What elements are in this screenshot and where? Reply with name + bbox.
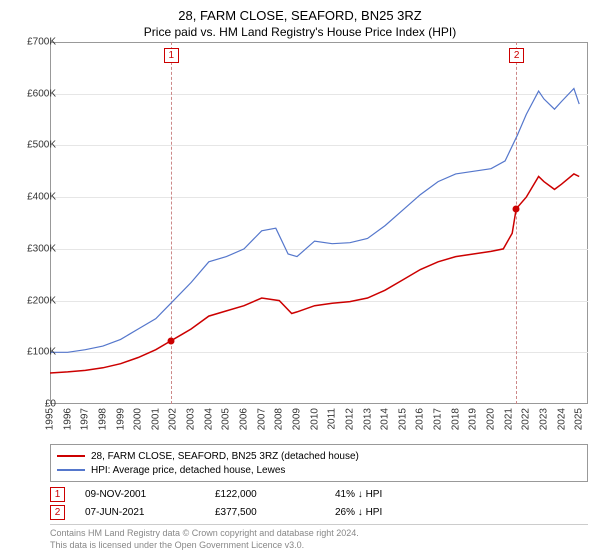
footer-copyright: Contains HM Land Registry data © Crown c… bbox=[50, 528, 588, 540]
sale-marker-box-1: 1 bbox=[164, 48, 179, 63]
x-axis-label: 2014 bbox=[380, 408, 391, 430]
footer: Contains HM Land Registry data © Crown c… bbox=[50, 524, 588, 551]
chart-title: 28, FARM CLOSE, SEAFORD, BN25 3RZ bbox=[8, 8, 592, 23]
sale-diff-2: 26% ↓ HPI bbox=[335, 507, 455, 518]
x-axis-label: 2019 bbox=[468, 408, 479, 430]
sale-marker-1: 1 bbox=[50, 487, 65, 502]
x-axis-label: 2020 bbox=[485, 408, 496, 430]
chart-lines bbox=[50, 42, 588, 404]
x-axis-label: 2022 bbox=[521, 408, 532, 430]
x-axis-label: 1995 bbox=[45, 408, 56, 430]
sale-dot-1 bbox=[167, 337, 174, 344]
x-axis-label: 1999 bbox=[115, 408, 126, 430]
sale-row-1: 1 09-NOV-2001 £122,000 41% ↓ HPI bbox=[50, 486, 588, 502]
sale-row-2: 2 07-JUN-2021 £377,500 26% ↓ HPI bbox=[50, 504, 588, 520]
x-axis-label: 2004 bbox=[203, 408, 214, 430]
y-axis-label: £600K bbox=[10, 88, 56, 99]
sale-marker-2: 2 bbox=[50, 505, 65, 520]
price-chart-container: 28, FARM CLOSE, SEAFORD, BN25 3RZ Price … bbox=[0, 0, 600, 560]
x-axis-label: 2001 bbox=[150, 408, 161, 430]
y-axis-label: £700K bbox=[10, 37, 56, 48]
x-axis-label: 2003 bbox=[186, 408, 197, 430]
plot-area: 12 bbox=[50, 42, 588, 404]
sale-dot-2 bbox=[513, 205, 520, 212]
x-axis-label: 2015 bbox=[397, 408, 408, 430]
sale-date-2: 07-JUN-2021 bbox=[85, 507, 215, 518]
x-axis-label: 1997 bbox=[80, 408, 91, 430]
sale-price-1: £122,000 bbox=[215, 489, 335, 500]
x-axis-label: 1998 bbox=[97, 408, 108, 430]
x-axis-label: 2023 bbox=[538, 408, 549, 430]
x-axis-label: 2008 bbox=[274, 408, 285, 430]
x-axis-label: 2005 bbox=[221, 408, 232, 430]
x-axis-label: 2018 bbox=[450, 408, 461, 430]
x-axis-label: 2024 bbox=[556, 408, 567, 430]
footer-licence: This data is licensed under the Open Gov… bbox=[50, 540, 588, 552]
legend-item-paid: 28, FARM CLOSE, SEAFORD, BN25 3RZ (detac… bbox=[57, 449, 581, 463]
x-axis-label: 2016 bbox=[415, 408, 426, 430]
y-axis-label: £300K bbox=[10, 243, 56, 254]
x-axis-label: 2007 bbox=[256, 408, 267, 430]
series-hpi bbox=[50, 89, 579, 353]
x-axis-label: 2012 bbox=[344, 408, 355, 430]
sale-date-1: 09-NOV-2001 bbox=[85, 489, 215, 500]
legend-label-hpi: HPI: Average price, detached house, Lewe… bbox=[91, 465, 285, 476]
x-axis-label: 1996 bbox=[62, 408, 73, 430]
legend-label-paid: 28, FARM CLOSE, SEAFORD, BN25 3RZ (detac… bbox=[91, 451, 359, 462]
x-axis-label: 2006 bbox=[239, 408, 250, 430]
legend-swatch-paid bbox=[57, 455, 85, 457]
sales-table: 1 09-NOV-2001 £122,000 41% ↓ HPI 2 07-JU… bbox=[50, 484, 588, 520]
x-axis-label: 2017 bbox=[433, 408, 444, 430]
legend: 28, FARM CLOSE, SEAFORD, BN25 3RZ (detac… bbox=[50, 444, 588, 482]
chart-subtitle: Price paid vs. HM Land Registry's House … bbox=[8, 25, 592, 39]
y-axis-label: £500K bbox=[10, 140, 56, 151]
x-axis-label: 2021 bbox=[503, 408, 514, 430]
x-axis-label: 2025 bbox=[574, 408, 585, 430]
x-axis-label: 2009 bbox=[291, 408, 302, 430]
y-axis-label: £100K bbox=[10, 347, 56, 358]
sale-marker-box-2: 2 bbox=[509, 48, 524, 63]
series-paid bbox=[50, 174, 579, 373]
x-axis-label: 2013 bbox=[362, 408, 373, 430]
legend-swatch-hpi bbox=[57, 469, 85, 471]
x-axis-label: 2010 bbox=[309, 408, 320, 430]
x-axis-label: 2002 bbox=[168, 408, 179, 430]
x-axis-label: 2000 bbox=[133, 408, 144, 430]
sale-price-2: £377,500 bbox=[215, 507, 335, 518]
sale-diff-1: 41% ↓ HPI bbox=[335, 489, 455, 500]
y-axis-label: £400K bbox=[10, 192, 56, 203]
legend-item-hpi: HPI: Average price, detached house, Lewe… bbox=[57, 463, 581, 477]
y-axis-label: £200K bbox=[10, 295, 56, 306]
x-axis-label: 2011 bbox=[327, 408, 338, 430]
